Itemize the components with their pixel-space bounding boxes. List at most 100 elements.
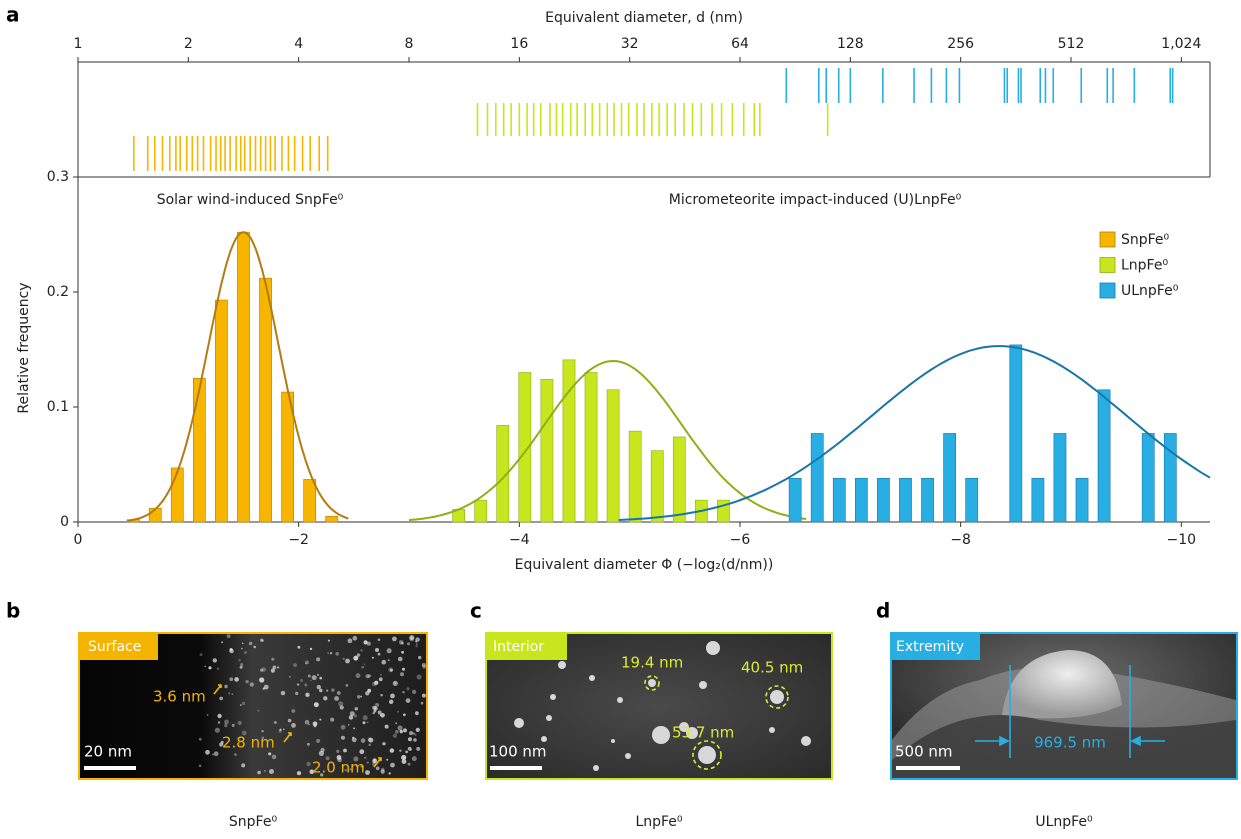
particle bbox=[366, 641, 371, 646]
bar bbox=[1163, 433, 1177, 523]
particle bbox=[234, 753, 237, 756]
particle bbox=[268, 752, 272, 756]
particle bbox=[384, 724, 389, 729]
particle bbox=[212, 658, 217, 663]
particle bbox=[237, 720, 242, 726]
scale-bar bbox=[490, 766, 542, 770]
particle bbox=[276, 666, 280, 669]
particle bbox=[293, 663, 297, 667]
particle bbox=[245, 679, 249, 684]
particle bbox=[380, 769, 385, 774]
particle bbox=[231, 693, 234, 695]
bar bbox=[788, 477, 802, 523]
particle bbox=[409, 731, 414, 736]
particle bbox=[360, 695, 363, 698]
particle bbox=[295, 691, 299, 696]
tag: Surface bbox=[88, 639, 141, 655]
particle bbox=[310, 679, 312, 682]
legend-label: ULnpFe⁰ bbox=[1121, 283, 1179, 299]
particle bbox=[216, 667, 220, 670]
particle bbox=[261, 736, 265, 740]
tag-box bbox=[892, 634, 980, 660]
particle bbox=[306, 761, 311, 767]
particle bbox=[338, 701, 344, 707]
size-label: 53.7 nm bbox=[672, 724, 734, 742]
annotation: Micrometeorite impact-induced (U)LnpFe⁰ bbox=[669, 192, 962, 208]
y-axis-label: Relative frequency bbox=[16, 282, 32, 413]
particle bbox=[1002, 650, 1122, 719]
particle bbox=[415, 645, 418, 648]
particle bbox=[336, 755, 342, 760]
particle bbox=[352, 635, 358, 641]
top-tick-label: 256 bbox=[947, 36, 974, 52]
fit-curve bbox=[618, 345, 1211, 521]
particle bbox=[387, 659, 390, 661]
particle bbox=[399, 749, 402, 752]
particle bbox=[309, 769, 315, 775]
particle bbox=[353, 655, 359, 661]
particle bbox=[400, 672, 404, 677]
top-tick-label: 128 bbox=[837, 36, 864, 52]
particle bbox=[403, 713, 406, 716]
particle bbox=[208, 666, 212, 670]
x-axis-label: Equivalent diameter Φ (−log₂(d/nm)) bbox=[515, 557, 774, 573]
particle bbox=[308, 723, 310, 726]
particle bbox=[336, 691, 341, 695]
particle bbox=[206, 714, 209, 716]
particle bbox=[392, 733, 398, 738]
legend-swatch bbox=[1099, 282, 1116, 299]
particle bbox=[388, 772, 391, 775]
particle bbox=[241, 763, 246, 768]
particle bbox=[334, 696, 339, 701]
particle bbox=[349, 711, 355, 717]
particle bbox=[241, 647, 243, 650]
particle bbox=[280, 690, 286, 696]
particle bbox=[305, 692, 310, 697]
bar bbox=[540, 379, 554, 523]
particle bbox=[244, 651, 247, 654]
y-tick-label: 0.1 bbox=[47, 399, 69, 415]
particle bbox=[327, 639, 330, 642]
particle bbox=[380, 713, 385, 718]
particle bbox=[356, 765, 358, 767]
particle bbox=[221, 641, 224, 644]
particle bbox=[331, 688, 335, 692]
particle bbox=[402, 691, 405, 694]
particle bbox=[381, 659, 387, 665]
measure bbox=[975, 665, 1165, 758]
x-tick-label: −8 bbox=[950, 532, 971, 548]
particle bbox=[406, 687, 410, 691]
particle bbox=[421, 693, 426, 698]
particle bbox=[304, 719, 310, 725]
bar bbox=[474, 499, 488, 523]
particle bbox=[340, 724, 346, 730]
particle bbox=[240, 704, 242, 706]
particle bbox=[241, 701, 246, 706]
particle bbox=[316, 684, 321, 690]
particle bbox=[344, 768, 348, 772]
particle bbox=[363, 663, 366, 666]
panel-d: d Extremity 969.5 nm 500 nm ULnpFe⁰ bbox=[876, 599, 1238, 830]
particle bbox=[347, 638, 353, 644]
particle bbox=[259, 677, 265, 683]
particle bbox=[354, 707, 358, 711]
particle bbox=[205, 749, 210, 755]
particle bbox=[296, 683, 300, 686]
scale-bar-label: 20 nm bbox=[84, 743, 132, 761]
particle bbox=[305, 660, 309, 665]
particle bbox=[297, 645, 301, 649]
particle bbox=[360, 738, 366, 743]
particle bbox=[405, 698, 411, 703]
bar bbox=[237, 231, 250, 523]
panel-letter: d bbox=[876, 599, 890, 623]
particle bbox=[349, 768, 352, 771]
particle bbox=[213, 751, 219, 757]
histogram-chart: Equivalent diameter, d (nm) Equivalent d… bbox=[16, 10, 1211, 573]
particle bbox=[342, 657, 345, 660]
bar bbox=[1075, 477, 1089, 523]
size-label: 2.8 nm bbox=[222, 734, 275, 752]
top-tick-label: 1,024 bbox=[1161, 36, 1201, 52]
bar bbox=[832, 477, 846, 523]
particle bbox=[368, 743, 372, 747]
bar bbox=[854, 477, 868, 523]
